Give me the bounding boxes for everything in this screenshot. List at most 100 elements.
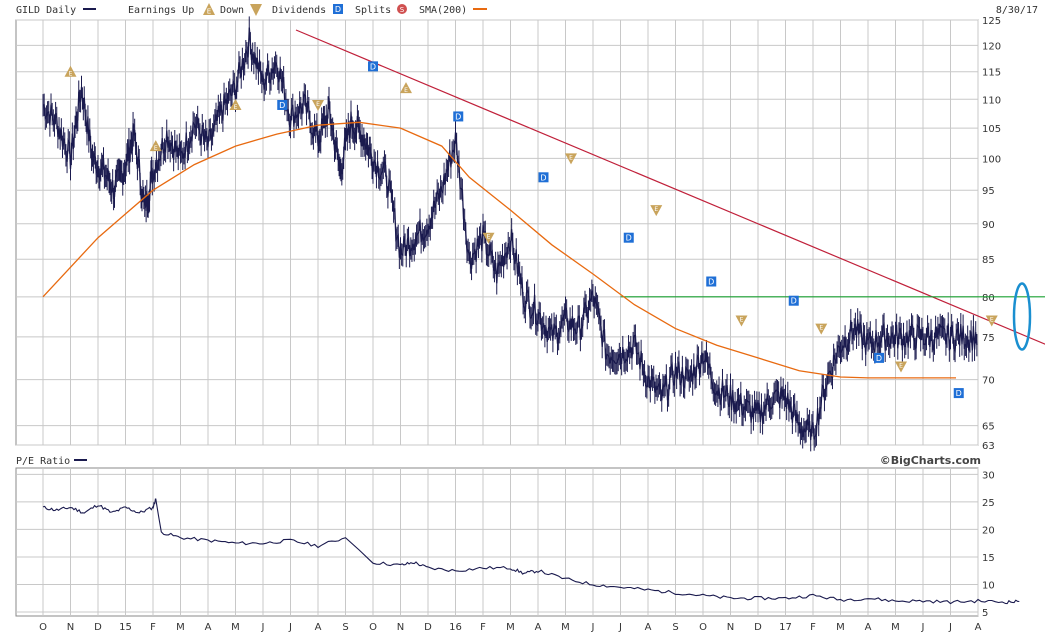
dividend-marker: D	[368, 61, 378, 72]
downtrend-line	[295, 29, 1045, 345]
sma-line	[42, 121, 956, 379]
dividend-marker: D	[788, 295, 799, 306]
dividend-marker: D	[953, 388, 964, 399]
earnings-glyph: E	[740, 317, 744, 324]
y-tick-label: 125	[982, 16, 1001, 27]
earnings-down-triangle	[815, 323, 828, 335]
y-tick-label: 85	[982, 255, 995, 266]
dividend-glyph: D	[791, 297, 797, 306]
dividend-box	[453, 111, 464, 122]
x-tick-label: N	[67, 622, 74, 633]
x-tick-label: S	[342, 622, 348, 633]
earnings-glyph: E	[569, 154, 573, 161]
y-tick-label: 20	[982, 525, 995, 536]
y-tick-label: 63	[982, 441, 995, 452]
pe-line	[42, 498, 1020, 605]
earnings-glyph: E	[819, 325, 823, 332]
pe-series-group	[42, 498, 1020, 605]
pe-y-axis: 5 10 15 20 25 30	[982, 470, 995, 619]
dividend-glyph: D	[956, 389, 962, 398]
y-tick-label: 120	[982, 41, 1001, 52]
earnings-down-marker: E	[565, 153, 577, 165]
y-tick-label: 110	[982, 95, 1001, 106]
earnings-up-marker: E	[64, 65, 77, 78]
sma-label: SMA(200)	[419, 5, 467, 16]
earnings-up-triangle	[149, 140, 162, 152]
y-tick-label: 105	[982, 124, 1001, 135]
dividend-box	[368, 61, 378, 72]
earnings-down-marker: E	[735, 315, 748, 327]
dividend-marker: D	[277, 99, 288, 110]
x-axis: O N D 15 F M A M J J A S O N D 16 F M A M J J A S O N D 17 F M A M J J A	[39, 622, 982, 633]
x-tick-label: J	[948, 622, 952, 633]
y-tick-label: 100	[982, 154, 1001, 165]
earnings-label: Earnings Up	[128, 5, 194, 16]
x-tick-label: A	[535, 622, 542, 633]
earnings-glyph: E	[654, 206, 658, 213]
y-tick-label: 10	[982, 580, 995, 591]
x-tick-label: D	[424, 622, 432, 633]
svg-text:S: S	[400, 6, 405, 14]
x-tick-label: J	[921, 622, 925, 633]
x-tick-label: M	[891, 622, 900, 633]
x-tick-label: J	[591, 622, 595, 633]
y-tick-label: 25	[982, 498, 995, 509]
x-tick-label: J	[261, 622, 265, 633]
x-tick-label: M	[176, 622, 185, 633]
earnings-glyph: E	[234, 104, 238, 111]
x-tick-label: M	[561, 622, 570, 633]
earnings-down-marker: E	[650, 205, 663, 217]
y-tick-label: 95	[982, 186, 995, 197]
earnings-up-triangle	[64, 65, 77, 77]
x-tick-label: O	[369, 622, 377, 633]
price-panel-frame	[15, 19, 979, 446]
x-tick-label: F	[480, 622, 486, 633]
y-tick-label: 75	[982, 333, 995, 344]
pe-panel: 5 10 15 20 25 30	[15, 467, 1020, 619]
dividend-box	[538, 172, 549, 183]
x-tick-label: 16	[449, 622, 462, 633]
earnings-up-marker: E	[229, 98, 242, 111]
dividend-marker: D	[538, 172, 549, 183]
y-tick-label: 30	[982, 470, 995, 481]
highlight-ellipse	[1012, 282, 1032, 351]
down-label: Down	[220, 5, 244, 16]
earnings-down-marker: E	[312, 99, 324, 111]
event-markers: E E E E E E E E E E E E D D D D D D D D D	[64, 61, 998, 399]
earnings-down-triangle	[735, 315, 748, 327]
earnings-down-triangle	[985, 315, 998, 327]
earnings-glyph: E	[487, 234, 491, 241]
x-tick-label: N	[397, 622, 404, 633]
earnings-down-triangle	[650, 205, 663, 217]
credit-label: ©BigCharts.com	[880, 454, 981, 467]
dividend-box	[623, 232, 634, 243]
y-tick-label: 70	[982, 376, 995, 387]
x-tick-label: J	[288, 622, 292, 633]
earnings-glyph: E	[899, 362, 903, 369]
x-tick-label: A	[645, 622, 652, 633]
pe-panel-title: P/E Ratio	[16, 456, 70, 467]
dividend-box	[277, 99, 288, 110]
symbol-label: GILD Daily	[16, 5, 76, 16]
earnings-glyph: E	[69, 71, 73, 78]
dividend-glyph: D	[626, 234, 632, 243]
dividend-glyph: D	[370, 62, 376, 71]
dividend-legend-icon: D	[333, 4, 343, 14]
earnings-up-marker: E	[149, 140, 162, 152]
splits-label: Splits	[355, 5, 391, 16]
y-tick-label: 80	[982, 293, 995, 304]
x-tick-label: 17	[779, 622, 792, 633]
earnings-glyph: E	[316, 101, 320, 108]
dividend-marker: D	[623, 232, 634, 243]
x-tick-label: O	[39, 622, 47, 633]
y-tick-label: 115	[982, 68, 1001, 79]
x-tick-label: D	[94, 622, 102, 633]
earnings-down-marker: E	[482, 232, 495, 244]
x-tick-label: N	[727, 622, 734, 633]
price-overlays	[295, 29, 1045, 351]
dividend-box	[788, 295, 799, 306]
earnings-down-triangle	[482, 232, 495, 244]
dividend-glyph: D	[708, 278, 714, 287]
earnings-down-legend-icon	[250, 4, 262, 16]
